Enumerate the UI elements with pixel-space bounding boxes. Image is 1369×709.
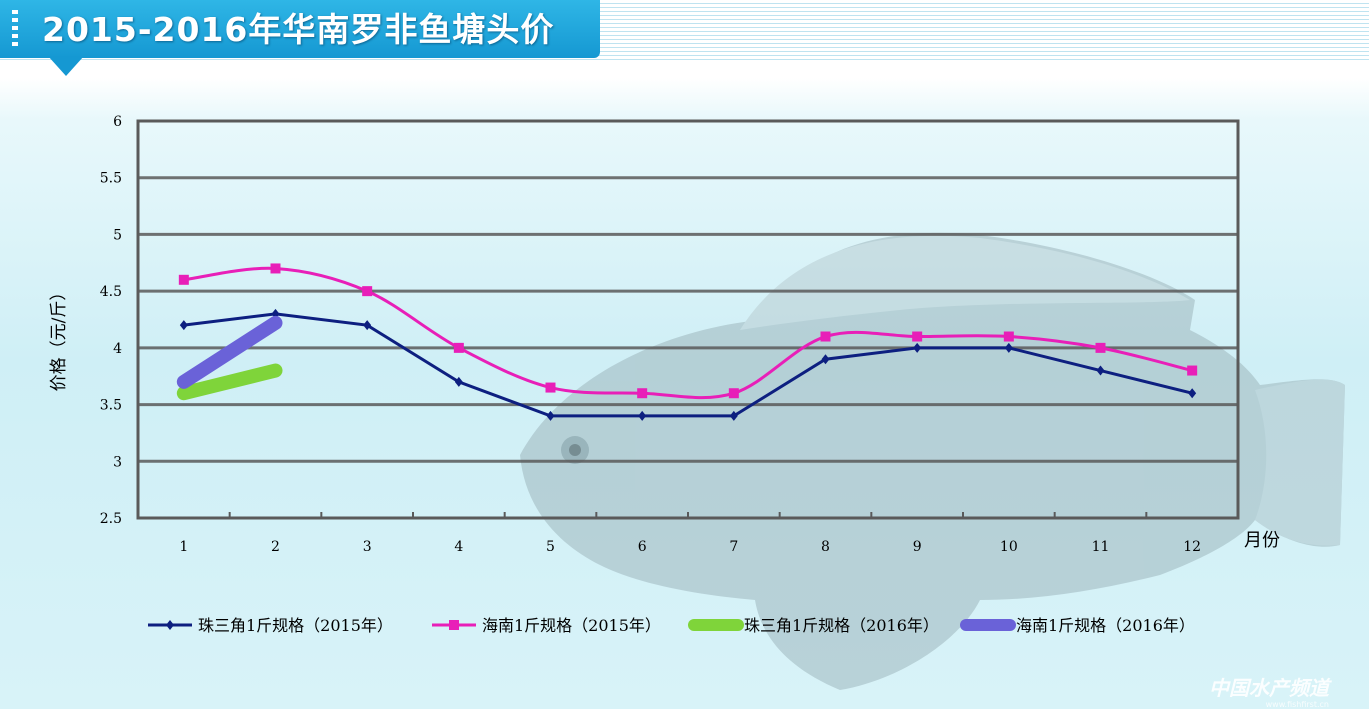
x-tick-label: 11 — [1092, 539, 1110, 555]
series-2-point — [545, 382, 556, 393]
title-tab: 2015-2016年华南罗非鱼塘头价 — [0, 0, 600, 58]
legend-label: 珠三角1斤规格（2016年） — [744, 616, 939, 635]
x-tick-label: 10 — [1000, 539, 1018, 555]
series-2-point — [1095, 342, 1106, 353]
x-tick-label: 12 — [1183, 539, 1201, 555]
series-2-point — [820, 331, 831, 342]
series-1-point — [1096, 365, 1105, 376]
series-2-point — [637, 388, 648, 399]
x-tick-label: 4 — [454, 539, 463, 555]
series-4-line — [176, 315, 283, 389]
y-tick-label: 4 — [113, 341, 122, 357]
watermark-url: www.fishfirst.cn — [1265, 700, 1329, 709]
y-tick-label: 3 — [113, 454, 122, 470]
series-2-point — [912, 331, 923, 342]
series-2-point — [270, 263, 281, 274]
y-tick-label: 4.5 — [100, 284, 122, 300]
title-notch — [48, 56, 84, 76]
legend-marker — [166, 620, 174, 630]
series-2-point — [728, 388, 739, 399]
x-tick-label: 7 — [729, 539, 738, 555]
watermark-logo: 中国水产频道 — [1209, 676, 1329, 700]
series-1-point — [913, 342, 922, 353]
x-tick-label: 1 — [179, 539, 188, 555]
series-2-point — [453, 342, 464, 353]
series-1-point — [179, 320, 188, 331]
legend-label: 海南1斤规格（2015年） — [482, 616, 661, 635]
legend-label: 珠三角1斤规格（2015年） — [198, 616, 393, 635]
x-tick-label: 2 — [271, 539, 280, 555]
x-axis-label: 月份 — [1244, 530, 1280, 551]
series-2-point — [362, 286, 373, 297]
series-1-point — [729, 410, 738, 421]
series-1-point — [638, 410, 647, 421]
series-1-line — [183, 312, 1193, 418]
chart-title: 2015-2016年华南罗非鱼塘头价 — [42, 10, 555, 49]
series-1-point — [1004, 342, 1013, 353]
y-tick-label: 3.5 — [100, 398, 122, 414]
series-1-point — [363, 320, 372, 331]
y-tick-label: 2.5 — [100, 511, 122, 527]
x-tick-label: 8 — [821, 539, 830, 555]
legend-label: 海南1斤规格（2016年） — [1016, 616, 1195, 635]
x-tick-label: 3 — [363, 539, 372, 555]
y-axis-label: 价格（元/斤） — [49, 284, 69, 392]
title-dots-decoration — [12, 10, 18, 50]
series-1-point — [1188, 388, 1197, 399]
x-tick-label: 9 — [913, 539, 922, 555]
y-tick-label: 5 — [113, 227, 122, 243]
y-tick-label: 6 — [113, 114, 122, 130]
series-2-point — [178, 274, 189, 285]
series-1-point — [546, 410, 555, 421]
series-2-point — [1003, 331, 1014, 342]
series-2-point — [1187, 365, 1198, 376]
series-1-point — [821, 354, 830, 365]
legend-marker — [449, 620, 459, 630]
x-tick-label: 6 — [638, 539, 647, 555]
series-3-line — [176, 363, 283, 401]
series-1-point — [454, 376, 463, 387]
y-tick-label: 5.5 — [100, 171, 122, 187]
x-tick-label: 5 — [546, 539, 555, 555]
